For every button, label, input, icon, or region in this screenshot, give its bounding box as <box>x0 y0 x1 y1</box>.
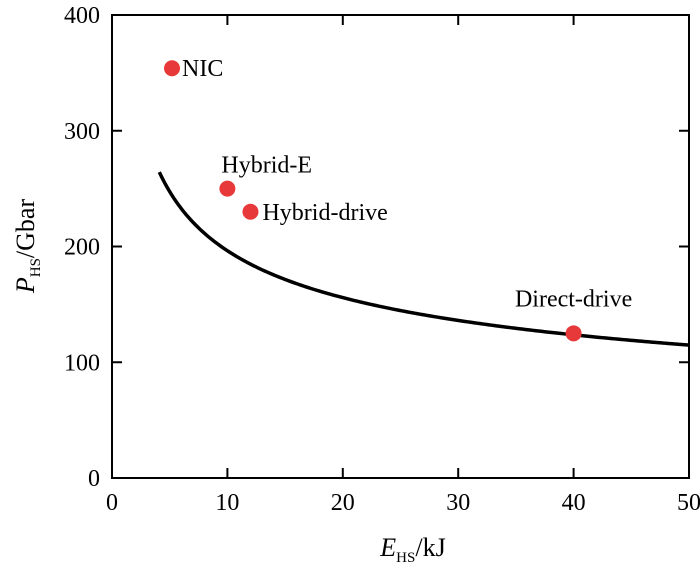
data-point <box>565 325 582 342</box>
points-layer: NIC Hybrid-E Hybrid-drive Direct-drive <box>164 56 632 342</box>
y-tick-label: 100 <box>64 350 100 376</box>
data-point <box>164 60 181 77</box>
y-axis-unit: /Gbar <box>11 199 40 259</box>
x-tick-label: 10 <box>215 490 239 516</box>
x-axis-subscript: HS <box>396 550 415 566</box>
x-axis-label: EHS/kJ <box>379 533 445 566</box>
data-point <box>219 180 236 197</box>
y-tick-label: 0 <box>88 466 100 492</box>
data-point <box>242 203 259 220</box>
y-tick-label: 300 <box>64 119 100 145</box>
x-axis-symbol: E <box>379 533 396 562</box>
point-label: Hybrid-drive <box>262 200 387 226</box>
tick-labels: 0 10 20 30 40 50 0 100 200 300 400 <box>64 3 700 516</box>
y-axis-subscript: HS <box>28 258 44 277</box>
y-tick-label: 400 <box>64 3 100 29</box>
axes <box>111 14 690 479</box>
x-tick-label: 50 <box>677 490 700 516</box>
curve-layer <box>157 171 690 347</box>
y-axis-label: PHS/Gbar <box>11 199 44 295</box>
plot-frame <box>111 14 690 479</box>
x-tick-label: 40 <box>562 490 586 516</box>
point-label: NIC <box>182 56 223 82</box>
x-axis-unit: /kJ <box>415 533 445 562</box>
x-tick-label: 20 <box>331 490 355 516</box>
point-label: Hybrid-E <box>221 153 312 179</box>
x-tick-label: 0 <box>106 490 118 516</box>
point-label: Direct-drive <box>515 286 632 312</box>
y-axis-symbol: P <box>11 277 40 294</box>
x-tick-label: 30 <box>446 490 470 516</box>
series-curve <box>157 171 690 347</box>
y-tick-label: 200 <box>64 235 100 261</box>
